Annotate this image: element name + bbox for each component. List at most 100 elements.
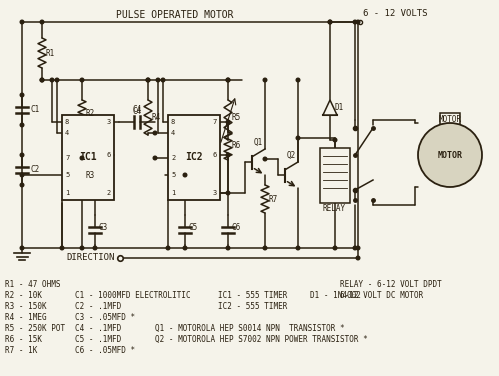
Text: C4: C4 — [132, 105, 142, 114]
Circle shape — [263, 157, 267, 161]
Circle shape — [161, 78, 165, 82]
Text: C1: C1 — [30, 106, 39, 115]
Circle shape — [183, 173, 187, 177]
Text: R1 - 47 OHMS: R1 - 47 OHMS — [5, 280, 60, 289]
Circle shape — [80, 246, 84, 250]
Text: 2: 2 — [171, 155, 175, 161]
Text: MOTOR: MOTOR — [439, 115, 462, 123]
Circle shape — [356, 20, 360, 24]
Bar — [440, 113, 460, 125]
Text: C6: C6 — [232, 223, 241, 232]
Circle shape — [296, 246, 300, 250]
Text: 7: 7 — [213, 119, 217, 125]
Circle shape — [146, 78, 150, 82]
Text: RELAY - 6-12 VOLT DPDT: RELAY - 6-12 VOLT DPDT — [340, 280, 442, 289]
Text: C1 - 1000MFD ELECTROLITIC: C1 - 1000MFD ELECTROLITIC — [75, 291, 191, 300]
Text: IC1 - 555 TIMER: IC1 - 555 TIMER — [218, 291, 287, 300]
Text: R4: R4 — [152, 114, 161, 123]
Text: R3 - 150K: R3 - 150K — [5, 302, 46, 311]
Text: C5: C5 — [189, 223, 198, 232]
Circle shape — [20, 93, 24, 97]
Text: 7: 7 — [65, 155, 69, 161]
Circle shape — [226, 78, 230, 82]
Text: 6: 6 — [107, 152, 111, 158]
Circle shape — [328, 20, 332, 24]
Text: Q1: Q1 — [254, 138, 263, 147]
Circle shape — [20, 123, 24, 127]
Circle shape — [353, 20, 357, 24]
Text: 4: 4 — [171, 130, 175, 136]
Circle shape — [333, 138, 337, 142]
Text: C6 - .05MFD *: C6 - .05MFD * — [75, 346, 135, 355]
Circle shape — [226, 246, 230, 250]
Circle shape — [93, 246, 97, 250]
Circle shape — [263, 246, 267, 250]
Circle shape — [80, 156, 84, 160]
Circle shape — [20, 246, 24, 250]
Circle shape — [80, 78, 84, 82]
Circle shape — [333, 246, 337, 250]
Text: R2: R2 — [86, 109, 95, 118]
Text: 1: 1 — [171, 190, 175, 196]
Text: 8: 8 — [65, 119, 69, 125]
Text: D1 - 1N4002: D1 - 1N4002 — [310, 291, 361, 300]
Circle shape — [226, 78, 230, 82]
Circle shape — [328, 20, 332, 24]
Text: C2 - .1MFD: C2 - .1MFD — [75, 302, 121, 311]
Bar — [320, 148, 350, 203]
Circle shape — [226, 120, 230, 124]
Text: C3: C3 — [99, 223, 108, 232]
Text: R1: R1 — [46, 49, 55, 58]
Circle shape — [20, 183, 24, 187]
Text: Q1 - MOTOROLA HEP S0014 NPN  TRANSISTOR *: Q1 - MOTOROLA HEP S0014 NPN TRANSISTOR * — [155, 324, 345, 333]
Circle shape — [353, 246, 357, 250]
Text: R4 - 1MEG: R4 - 1MEG — [5, 313, 46, 322]
Text: PULSE OPERATED MOTOR: PULSE OPERATED MOTOR — [116, 10, 234, 20]
Text: 6 - 12 VOLTS: 6 - 12 VOLTS — [363, 9, 428, 18]
Circle shape — [153, 156, 157, 160]
Circle shape — [156, 78, 160, 82]
Bar — [168, 115, 220, 200]
Text: Q2: Q2 — [287, 151, 296, 160]
Text: R7: R7 — [269, 194, 278, 203]
Circle shape — [226, 191, 230, 195]
Text: IC2: IC2 — [185, 153, 203, 162]
Circle shape — [356, 246, 360, 250]
Circle shape — [40, 78, 44, 82]
Text: 5: 5 — [171, 172, 175, 178]
Circle shape — [40, 20, 44, 24]
Bar — [62, 115, 114, 200]
Text: R5: R5 — [232, 114, 241, 123]
Text: D1: D1 — [335, 103, 344, 112]
Text: RELAY: RELAY — [323, 204, 346, 213]
Text: 1: 1 — [65, 190, 69, 196]
Circle shape — [55, 78, 59, 82]
Text: R6 - 15K: R6 - 15K — [5, 335, 42, 344]
Text: C4: C4 — [132, 107, 142, 116]
Circle shape — [418, 123, 482, 187]
Text: R3: R3 — [86, 170, 95, 179]
Text: C3 - .05MFD *: C3 - .05MFD * — [75, 313, 135, 322]
Circle shape — [183, 246, 187, 250]
Text: C5 - .1MFD: C5 - .1MFD — [75, 335, 121, 344]
Text: Q2 - MOTOROLA HEP S7002 NPN POWER TRANSISTOR *: Q2 - MOTOROLA HEP S7002 NPN POWER TRANSI… — [155, 335, 368, 344]
Circle shape — [356, 256, 360, 260]
Text: R7 - 1K: R7 - 1K — [5, 346, 37, 355]
Circle shape — [296, 136, 300, 140]
Circle shape — [146, 78, 150, 82]
Text: 3: 3 — [107, 119, 111, 125]
Circle shape — [20, 153, 24, 157]
Circle shape — [20, 173, 24, 177]
Text: DIRECTION: DIRECTION — [67, 253, 115, 262]
Circle shape — [263, 78, 267, 82]
Circle shape — [60, 246, 64, 250]
Polygon shape — [323, 100, 337, 115]
Text: 8: 8 — [171, 119, 175, 125]
Text: 5: 5 — [65, 172, 69, 178]
Text: R5 - 250K POT: R5 - 250K POT — [5, 324, 65, 333]
Text: 2: 2 — [107, 190, 111, 196]
Circle shape — [20, 20, 24, 24]
Text: 6: 6 — [213, 152, 217, 158]
Circle shape — [296, 78, 300, 82]
Text: 3: 3 — [213, 190, 217, 196]
